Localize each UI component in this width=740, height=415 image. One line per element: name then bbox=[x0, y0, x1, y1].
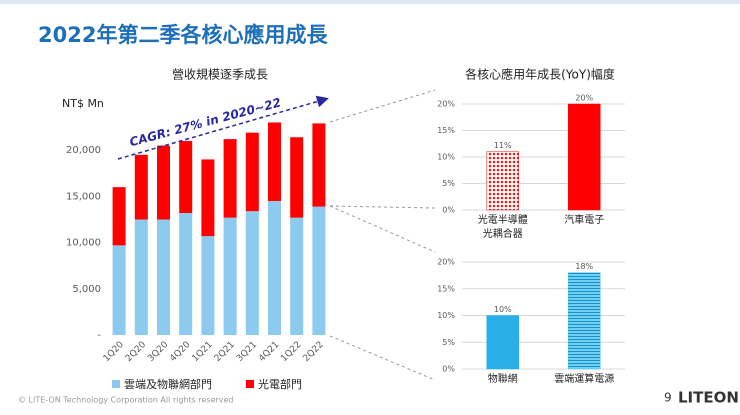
y-tick-label: 5% bbox=[442, 338, 455, 347]
y-tick-label: - bbox=[97, 330, 101, 341]
bar-segment bbox=[134, 154, 148, 220]
bar-segment bbox=[179, 140, 193, 214]
annotation-arrow bbox=[117, 95, 329, 160]
bar-segment bbox=[223, 217, 237, 335]
x-tick-label: 1Q22 bbox=[279, 340, 303, 364]
x-tick-label: 物聯網 bbox=[487, 374, 518, 385]
bar-segment bbox=[201, 236, 215, 335]
page-number: 9 bbox=[664, 391, 672, 405]
bar-segment bbox=[112, 187, 126, 246]
y-tick-label: 0% bbox=[442, 365, 455, 374]
bar-segment bbox=[245, 132, 259, 212]
value-label: 20% bbox=[575, 94, 593, 103]
y-tick-label: 15,000 bbox=[66, 191, 101, 202]
footer: © LITE-ON Technology Corporation All rig… bbox=[18, 396, 234, 405]
bar bbox=[568, 103, 601, 211]
y-tick-label: 5,000 bbox=[72, 284, 101, 295]
legend-label: 光電部門 bbox=[258, 377, 302, 391]
bar-segment bbox=[268, 122, 281, 202]
chart-title: 各核心應用年成長(YoY)幅度 bbox=[465, 67, 615, 82]
legend-label: 雲端及物聯網部門 bbox=[124, 377, 212, 391]
x-tick-label: 汽車電子 bbox=[564, 215, 605, 226]
y-tick-label: 20% bbox=[437, 100, 455, 109]
bar-segment bbox=[245, 211, 259, 335]
y-tick-label: 10% bbox=[437, 153, 455, 162]
x-tick-label: 1Q20 bbox=[102, 340, 126, 364]
y-axis-label: NT$ Mn bbox=[62, 97, 104, 110]
bar-segment bbox=[268, 201, 281, 335]
x-tick-label: 3Q21 bbox=[235, 340, 259, 364]
y-tick-label: 10% bbox=[437, 311, 455, 320]
bar bbox=[568, 272, 601, 370]
x-tick-label: 2Q21 bbox=[213, 340, 237, 364]
bar-segment bbox=[201, 159, 215, 237]
bar-segment bbox=[223, 139, 237, 218]
value-label: 18% bbox=[575, 262, 593, 271]
logo: LITEON bbox=[678, 389, 739, 407]
bar-segment bbox=[312, 123, 326, 207]
y-tick-label: 15% bbox=[437, 284, 455, 293]
legend-swatch bbox=[246, 380, 254, 388]
bar-segment bbox=[112, 245, 126, 335]
x-tick-label: 4Q20 bbox=[168, 340, 192, 364]
bar-segment bbox=[290, 137, 304, 218]
bar bbox=[486, 315, 519, 370]
bar bbox=[486, 151, 519, 211]
y-tick-label: 20% bbox=[437, 258, 455, 267]
y-tick-label: 15% bbox=[437, 126, 455, 135]
value-label: 11% bbox=[494, 141, 512, 150]
annotation: CAGR: 27% in 2020~22 bbox=[128, 95, 282, 149]
bar-segment bbox=[157, 145, 170, 220]
bar-segment bbox=[157, 219, 170, 335]
bar-segment bbox=[179, 213, 193, 335]
x-tick-label: 2Q22 bbox=[302, 340, 326, 364]
slide-title: 2022年第二季各核心應用成長 bbox=[38, 23, 328, 47]
bar-segment bbox=[312, 206, 326, 335]
y-tick-label: 5% bbox=[442, 179, 455, 188]
connectors bbox=[329, 89, 436, 381]
legend-swatch bbox=[112, 380, 120, 388]
y-tick-label: 20,000 bbox=[66, 145, 101, 156]
x-tick-label: 2Q20 bbox=[124, 340, 148, 364]
bar-segment bbox=[134, 219, 148, 335]
y-tick-label: 0% bbox=[442, 206, 455, 215]
x-tick-label: 雲端運算電源 bbox=[554, 374, 615, 385]
value-label: 10% bbox=[494, 305, 512, 314]
x-tick-label: 光電半導體 光耦合器 bbox=[477, 215, 528, 240]
bar-segment bbox=[290, 217, 304, 335]
chart-title: 營收規模逐季成長 bbox=[172, 67, 268, 82]
x-tick-label: 3Q20 bbox=[146, 340, 170, 364]
x-tick-label: 4Q21 bbox=[257, 340, 281, 364]
y-tick-label: 10,000 bbox=[66, 238, 101, 249]
x-tick-label: 1Q21 bbox=[191, 340, 215, 364]
